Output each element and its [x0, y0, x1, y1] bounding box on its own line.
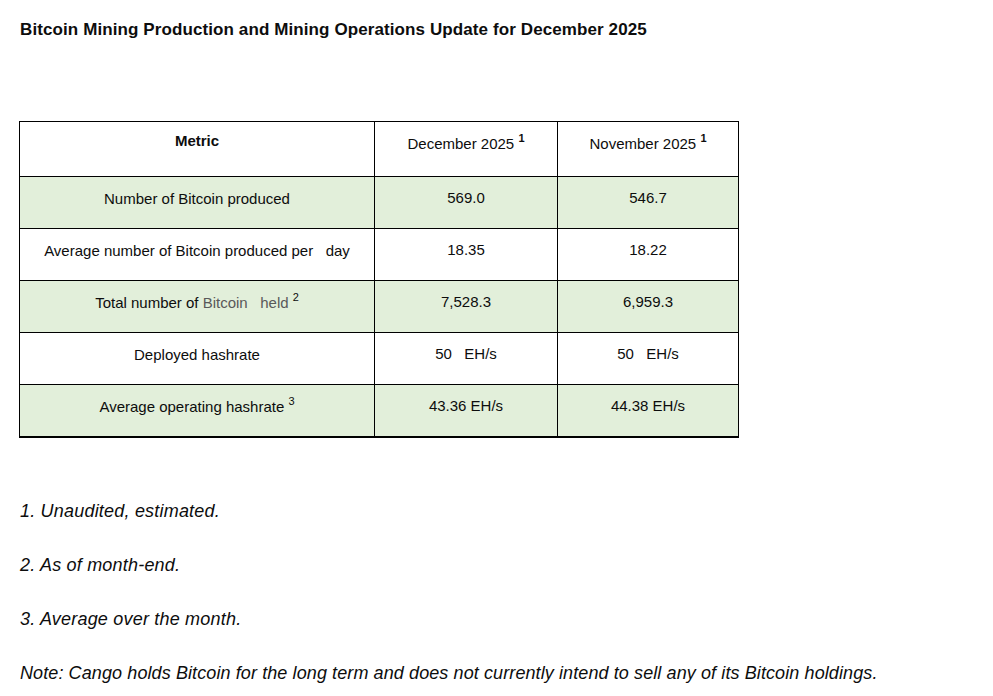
metric-label: Average operating hashrate	[99, 398, 288, 415]
metric-footnote-ref: 2	[293, 291, 299, 303]
december-value-cell: 50 EH/s	[375, 333, 558, 385]
footnote-3: 3. Average over the month.	[20, 609, 241, 630]
metric-label: Average number of Bitcoin produced per d…	[44, 242, 350, 259]
metric-label-cell: Average operating hashrate 3	[20, 385, 375, 437]
header-december-2025: December 2025 1	[375, 122, 558, 177]
november-value-cell: 44.38 EH/s	[558, 385, 739, 437]
table-row-avg-operating-hashrate: Average operating hashrate 3 43.36 EH/s …	[20, 385, 739, 437]
footnote-1: 1. Unaudited, estimated.	[20, 501, 220, 522]
table-row-avg-bitcoin-per-day: Average number of Bitcoin produced per d…	[20, 229, 739, 281]
metric-footnote-ref: 3	[288, 395, 294, 407]
metric-label-cell: Average number of Bitcoin produced per d…	[20, 229, 375, 281]
mining-metrics-table: Metric December 2025 1 November 2025 1 N…	[19, 121, 739, 438]
november-value-cell: 50 EH/s	[558, 333, 739, 385]
november-value-cell: 546.7	[558, 177, 739, 229]
header-november-label: November 2025	[589, 135, 700, 152]
table-row-deployed-hashrate: Deployed hashrate 50 EH/s 50 EH/s	[20, 333, 739, 385]
metric-label: Total number of	[95, 294, 203, 311]
table-header-row: Metric December 2025 1 November 2025 1	[20, 122, 739, 177]
december-value-cell: 43.36 EH/s	[375, 385, 558, 437]
metric-label-cell: Total number of Bitcoin held 2	[20, 281, 375, 333]
table-row-bitcoin-produced: Number of Bitcoin produced 569.0 546.7	[20, 177, 739, 229]
metric-label-gray: Bitcoin held	[203, 294, 293, 311]
page-title: Bitcoin Mining Production and Mining Ope…	[20, 20, 647, 40]
table-row-total-bitcoin-held: Total number of Bitcoin held 2 7,528.3 6…	[20, 281, 739, 333]
header-november-footnote-ref: 1	[700, 132, 706, 144]
header-december-label: December 2025	[407, 135, 518, 152]
december-value-cell: 18.35	[375, 229, 558, 281]
metric-label-cell: Number of Bitcoin produced	[20, 177, 375, 229]
november-value-cell: 18.22	[558, 229, 739, 281]
header-november-2025: November 2025 1	[558, 122, 739, 177]
metric-label: Deployed hashrate	[134, 346, 260, 363]
metric-label-cell: Deployed hashrate	[20, 333, 375, 385]
header-december-footnote-ref: 1	[518, 132, 524, 144]
note-text: Note: Cango holds Bitcoin for the long t…	[20, 663, 877, 684]
december-value-cell: 569.0	[375, 177, 558, 229]
december-value-cell: 7,528.3	[375, 281, 558, 333]
footnote-2: 2. As of month-end.	[20, 555, 180, 576]
november-value-cell: 6,959.3	[558, 281, 739, 333]
metric-label: Number of Bitcoin produced	[104, 190, 290, 207]
header-metric: Metric	[20, 122, 375, 177]
